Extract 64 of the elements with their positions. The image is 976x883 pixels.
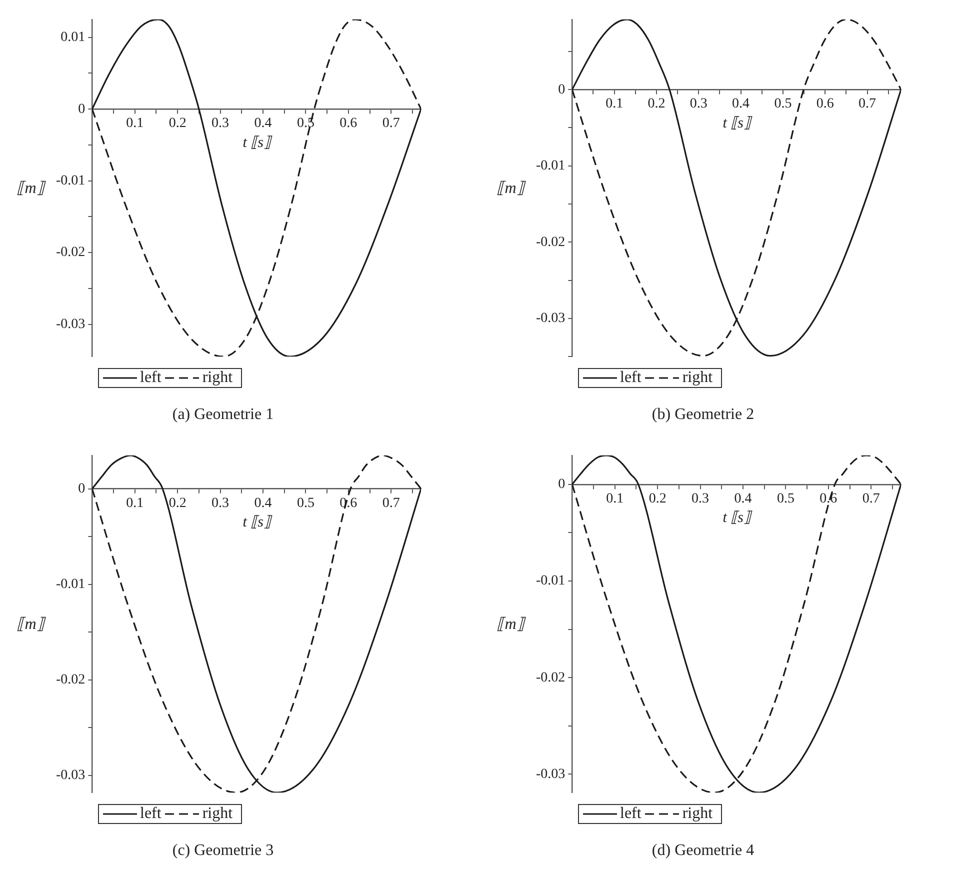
y-tick-label: -0.03 <box>536 766 566 782</box>
x-tick-label: 0.4 <box>254 496 272 511</box>
x-tick-label: 0.7 <box>382 116 400 132</box>
y-tick-label: 0 <box>78 102 86 117</box>
text: (a) Geometrie 1 <box>171 406 275 424</box>
y-tick-label: -0.01 <box>536 158 566 174</box>
x-axis-title: t ⟦s⟧ <box>722 115 752 132</box>
y-tick-label: -0.03 <box>56 316 86 332</box>
legend-label: right <box>202 805 233 823</box>
text: (b) Geometrie 2 <box>650 406 756 424</box>
legend-label: left <box>140 805 162 823</box>
legend-label: left <box>620 369 642 387</box>
y-tick-label: 0 <box>558 477 566 492</box>
x-tick-label: 0.5 <box>776 491 794 506</box>
y-tick-label: -0.03 <box>536 311 566 326</box>
x-tick-label: 0.2 <box>648 96 666 112</box>
x-tick-label: 0.6 <box>816 96 834 112</box>
x-tick-label: 0.1 <box>126 116 144 132</box>
x-tick-label: 0.2 <box>648 491 666 506</box>
x-tick-label: 0.7 <box>858 96 876 112</box>
x-tick-label: 0.5 <box>296 116 314 132</box>
y-axis-title: ⟦m⟧ <box>496 179 527 198</box>
y-tick-label: -0.02 <box>536 234 566 250</box>
y-tick-label: 0 <box>558 82 566 98</box>
x-tick-label: 0.6 <box>820 491 838 506</box>
x-tick-label: 0.3 <box>212 496 230 511</box>
x-axis-title: t ⟦s⟧ <box>242 134 272 151</box>
legend-label: right <box>202 369 233 387</box>
y-axis-title: ⟦m⟧ <box>16 615 47 634</box>
x-tick-label: 0.1 <box>606 491 624 506</box>
x-tick-label: 0.7 <box>862 491 880 506</box>
y-axis-title: ⟦m⟧ <box>16 179 47 198</box>
x-tick-label: 0.4 <box>732 96 750 112</box>
x-tick-label: 0.4 <box>734 491 752 506</box>
y-tick-label: -0.03 <box>56 768 86 784</box>
y-tick-label: -0.02 <box>536 670 566 686</box>
x-tick-label: 0.2 <box>168 496 186 511</box>
x-tick-label: 0.3 <box>212 116 230 132</box>
x-axis-title: t ⟦s⟧ <box>722 510 752 526</box>
legend-label: left <box>620 805 642 823</box>
legend-label: right <box>682 805 713 823</box>
y-tick-label: -0.02 <box>56 245 86 260</box>
y-tick-label: -0.01 <box>536 574 566 589</box>
x-tick-label: 0.6 <box>340 116 358 132</box>
legend-label: right <box>682 369 713 387</box>
x-tick-label: 0.2 <box>168 116 186 132</box>
y-tick-label: 0.01 <box>60 30 86 46</box>
x-tick-label: 0.4 <box>254 116 272 132</box>
x-tick-label: 0.5 <box>774 96 792 112</box>
x-tick-label: 0.3 <box>692 491 710 506</box>
y-tick-label: 0 <box>78 482 86 497</box>
x-tick-label: 0.1 <box>126 496 144 511</box>
x-tick-label: 0.5 <box>296 496 314 511</box>
text: (d) Geometrie 4 <box>650 842 756 860</box>
x-tick-label: 0.1 <box>606 96 624 112</box>
legend-label: left <box>140 369 162 387</box>
x-axis-title: t ⟦s⟧ <box>242 514 272 531</box>
y-tick-label: -0.01 <box>56 173 86 188</box>
y-tick-label: -0.01 <box>56 577 86 592</box>
x-tick-label: 0.3 <box>690 96 708 112</box>
text: (c) Geometrie 3 <box>171 842 275 860</box>
y-tick-label: -0.02 <box>56 672 86 688</box>
y-axis-title: ⟦m⟧ <box>496 615 527 634</box>
x-tick-label: 0.7 <box>382 496 400 511</box>
